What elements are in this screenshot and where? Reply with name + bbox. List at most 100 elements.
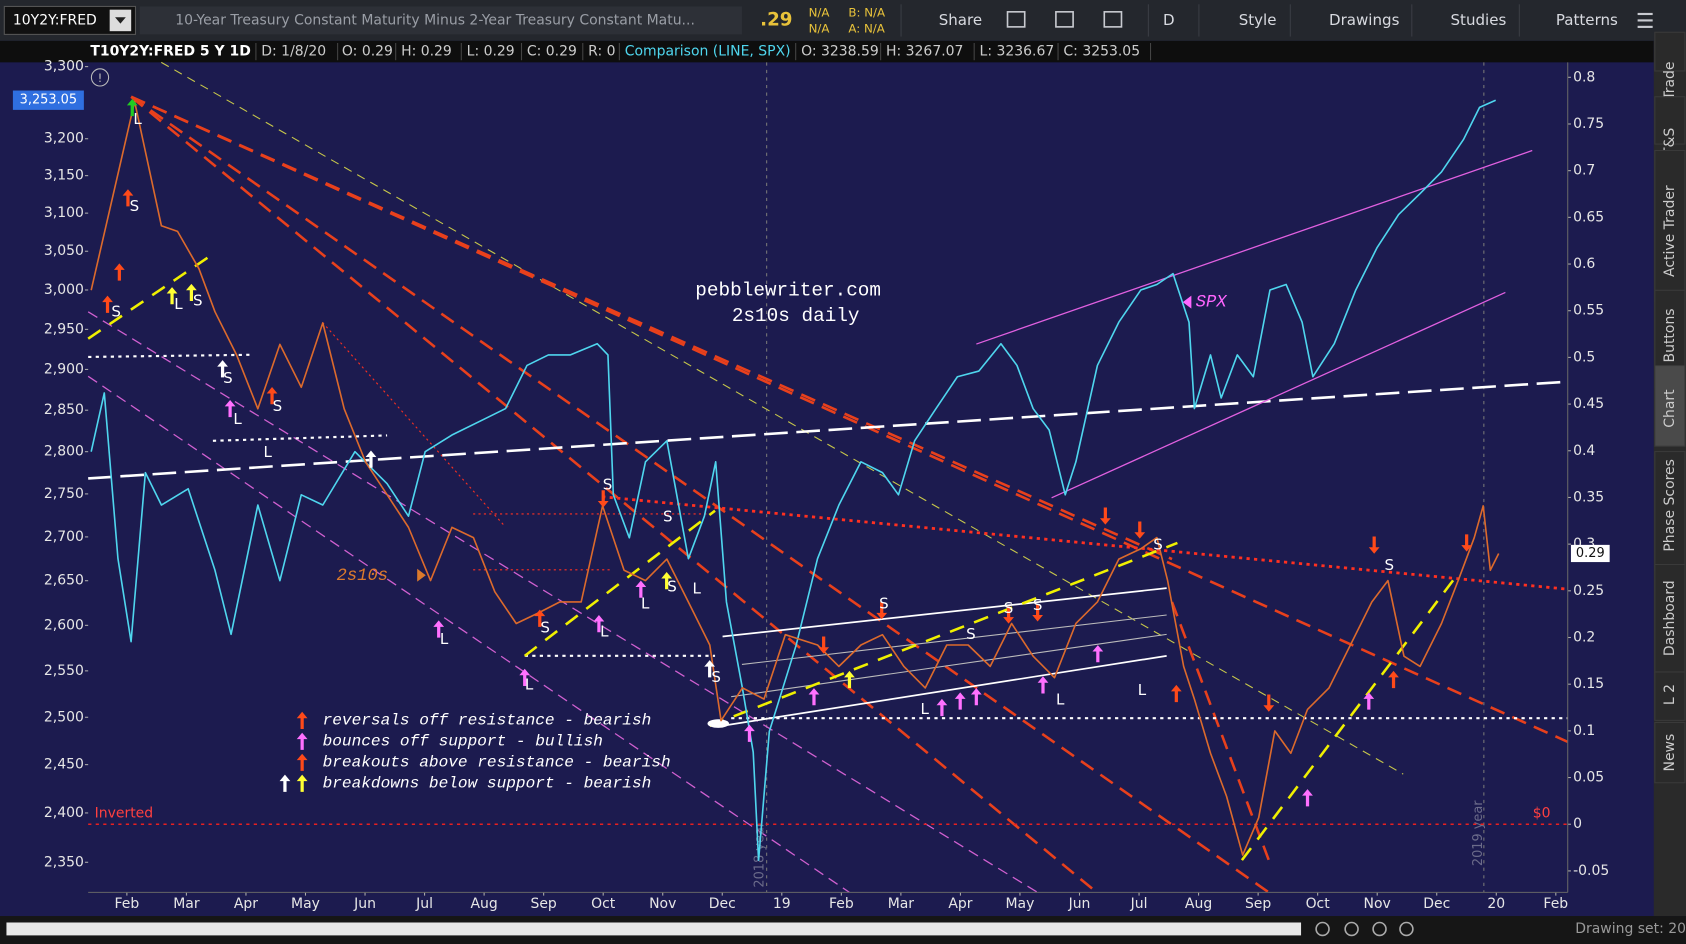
signal-arrow — [1092, 645, 1104, 663]
signal-marker: S — [1153, 536, 1163, 554]
y2-tick-label: 0.65 — [1573, 209, 1604, 225]
series-line — [90, 100, 1500, 856]
comparison-field: L: 3236.67 — [980, 44, 1055, 60]
description-box — [139, 6, 742, 35]
y2-tick-label: 0.75 — [1573, 116, 1604, 132]
drawing-set: Drawing set: 2019-1219 — [1575, 921, 1686, 937]
x-tick-label: Aug — [1185, 896, 1212, 912]
x-tick-label: Jul — [415, 896, 433, 912]
channel-line — [731, 633, 1167, 698]
signal-marker: S — [711, 668, 721, 686]
header-field: L: 0.29 — [467, 44, 515, 60]
sidebar-tab[interactable] — [1654, 671, 1686, 721]
sidebar-tab[interactable] — [1654, 365, 1686, 447]
signal-marker: L — [600, 623, 609, 641]
toolbar-button[interactable]: Patterns — [1556, 11, 1618, 29]
signal-arrow — [1363, 692, 1375, 710]
toolbar-button[interactable]: Studies — [1451, 11, 1507, 29]
trend-line — [161, 61, 1404, 775]
x-tick-label: Jun — [1068, 896, 1091, 912]
sidebar-tab-label: Trade — [1662, 62, 1678, 101]
sidebar-tab[interactable] — [1654, 31, 1686, 72]
y2-tick-label: 0.15 — [1573, 676, 1604, 692]
signal-marker: L — [525, 675, 534, 693]
zoom-icon[interactable] — [1399, 921, 1414, 937]
y-tick-label: 2,950 — [44, 321, 84, 337]
signal-arrow — [1032, 604, 1043, 622]
sidebar-tab[interactable] — [1654, 563, 1686, 673]
x-tick-label: Nov — [1364, 896, 1391, 912]
scrollbar[interactable] — [6, 922, 1302, 936]
y2-tick-label: 0.25 — [1573, 583, 1604, 599]
signal-marker: L — [1056, 690, 1065, 708]
sidebar-tab[interactable] — [1654, 721, 1686, 784]
legend-note: reversals off resistance - bearish — [323, 712, 652, 730]
toolbar-button[interactable]: Style — [1239, 11, 1277, 29]
x-tick-label: May — [291, 896, 320, 912]
signal-arrow — [217, 360, 228, 378]
signal-marker: S — [966, 625, 976, 643]
toolbar-icon[interactable] — [1006, 11, 1026, 28]
signal-arrow — [296, 774, 308, 792]
header-row — [0, 40, 1654, 63]
quote: N/A — [809, 22, 830, 36]
header-field: C: 0.29 — [527, 44, 577, 60]
trend-line — [88, 380, 1568, 480]
signal-arrow — [113, 263, 125, 281]
sidebar-tab[interactable] — [1654, 451, 1686, 571]
description: 10-Year Treasury Constant Maturity Minus… — [175, 12, 695, 28]
signal-arrow — [970, 688, 982, 706]
toolbar-icon[interactable] — [1103, 11, 1123, 28]
signal-arrow — [593, 614, 605, 633]
x-tick-label: Feb — [115, 896, 140, 912]
toolbar-button[interactable]: Share — [939, 11, 982, 29]
signal-marker: S — [111, 302, 121, 320]
x-tick-label: Oct — [591, 896, 616, 912]
zoom-icon[interactable] — [1372, 921, 1387, 937]
x-tick-label: Aug — [470, 896, 497, 912]
channel-line — [722, 587, 1167, 638]
sidebar-tab[interactable] — [1654, 149, 1686, 302]
trend-line — [1240, 574, 1459, 861]
channel-line — [1051, 291, 1506, 499]
y-tick-label: 3,300 — [44, 59, 84, 75]
x-tick-label: Dec — [709, 896, 736, 912]
price-tag-label: 3,253.05 — [20, 93, 77, 108]
comparison-field: O: 3238.59 — [801, 44, 879, 60]
toolbar-icon[interactable] — [1055, 11, 1074, 28]
y-tick-label: 2,700 — [44, 529, 84, 545]
y-tick-label: 2,750 — [44, 486, 84, 502]
signal-arrow — [1461, 534, 1473, 552]
signal-arrow — [1134, 521, 1146, 539]
toolbar-button[interactable]: D — [1163, 11, 1175, 29]
signal-arrow — [279, 774, 291, 792]
x-tick-label: Oct — [1306, 896, 1331, 912]
y-tick-label: 2,800 — [44, 444, 84, 460]
sidebar-tab-label: Dashboard — [1662, 580, 1678, 656]
info-icon[interactable] — [90, 68, 110, 87]
signal-marker: S — [663, 508, 673, 526]
y-tick-label: 3,000 — [44, 282, 84, 298]
y-tick-label: 3,050 — [44, 243, 84, 259]
y2-tick-label: 0.5 — [1573, 349, 1595, 365]
signal-arrow — [661, 571, 673, 590]
y2-tick-label: 0 — [1573, 816, 1582, 832]
trend-line — [709, 541, 1178, 727]
x-tick-label: Nov — [649, 896, 676, 912]
series-name: SPX — [1196, 294, 1228, 313]
y2-tick-label: 0.45 — [1573, 396, 1604, 412]
comparison: Comparison (LINE, SPX) — [625, 44, 791, 60]
y-tick-label: 2,650 — [44, 573, 84, 589]
sidebar-tab-label: News — [1662, 734, 1678, 772]
signal-marker: S — [540, 618, 550, 636]
sidebar-tab[interactable] — [1654, 96, 1686, 145]
y2-tick-label: 0.7 — [1573, 163, 1595, 179]
zoom-icon[interactable] — [1315, 921, 1330, 937]
signal-arrow — [1263, 694, 1275, 712]
toolbar-button[interactable]: Drawings — [1329, 11, 1400, 29]
inverted-label: Inverted — [95, 805, 154, 821]
zoom-icon[interactable] — [1344, 921, 1359, 937]
year-label: 2018 year — [753, 821, 768, 887]
legend-note: breakdowns below support - bearish — [323, 775, 652, 793]
